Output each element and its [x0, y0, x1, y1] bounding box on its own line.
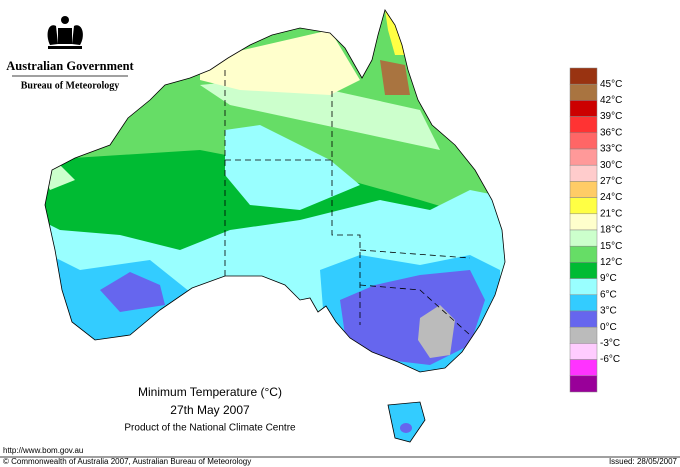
legend-label: -6°C [600, 354, 620, 365]
legend-swatch [569, 326, 598, 344]
legend-label: 36°C [600, 127, 622, 138]
legend-label: 45°C [600, 79, 622, 90]
legend-swatch [569, 213, 598, 231]
legend-swatch [569, 229, 598, 247]
state-borders [224, 70, 471, 336]
legend-label: 24°C [600, 192, 622, 203]
legend-label: -3°C [600, 338, 620, 349]
legend-label: 42°C [600, 95, 622, 106]
copyright: © Commonwealth of Australia 2007, Austra… [3, 457, 251, 466]
legend-swatch [569, 148, 598, 166]
legend-swatch [569, 245, 598, 263]
legend-label: 27°C [600, 176, 622, 187]
legend-swatch [569, 197, 598, 215]
coat-of-arms [47, 16, 83, 49]
legend-swatch [569, 83, 598, 101]
legend-swatch [569, 116, 598, 134]
legend-label: 6°C [600, 289, 617, 300]
bureau-name: Bureau of Meteorology [21, 80, 120, 91]
legend-swatch [569, 164, 598, 182]
legend-label: 33°C [600, 144, 622, 155]
legend-label: 18°C [600, 225, 622, 236]
government-name: Australian Government [6, 59, 134, 73]
legend-swatch [569, 100, 598, 117]
map-credit: Product of the National Climate Centre [124, 423, 296, 434]
legend-label: 3°C [600, 306, 617, 317]
map-date: 27th May 2007 [170, 403, 250, 417]
legend-swatch [569, 294, 598, 312]
legend-label: 30°C [600, 160, 622, 171]
url[interactable]: http://www.bom.gov.au [3, 446, 83, 455]
legend-label: 0°C [600, 322, 617, 333]
legend-swatch [569, 310, 598, 328]
legend-label: 15°C [600, 241, 622, 252]
tasmania-cold-region [400, 423, 412, 433]
legend-label: 39°C [600, 111, 622, 122]
legend-swatch [569, 278, 598, 296]
issued-date: Issued: 28/05/2007 [609, 457, 678, 466]
legend-label: 21°C [600, 208, 622, 219]
legend-swatch [569, 375, 598, 393]
legend-swatch [569, 262, 598, 279]
legend-swatch [569, 181, 598, 198]
legend: 45°C 42°C 39°C 36°C 33°C 30°C 27°C 24°C 21°C 18°C… [569, 67, 622, 393]
legend-swatch [569, 67, 598, 85]
tasmania [387, 401, 426, 443]
legend-swatch [569, 359, 598, 377]
legend-swatch [569, 343, 598, 360]
map-title: Minimum Temperature (°C) [138, 385, 282, 399]
legend-label: 9°C [600, 273, 617, 284]
legend-swatch [569, 132, 598, 150]
legend-label: 12°C [600, 257, 622, 268]
